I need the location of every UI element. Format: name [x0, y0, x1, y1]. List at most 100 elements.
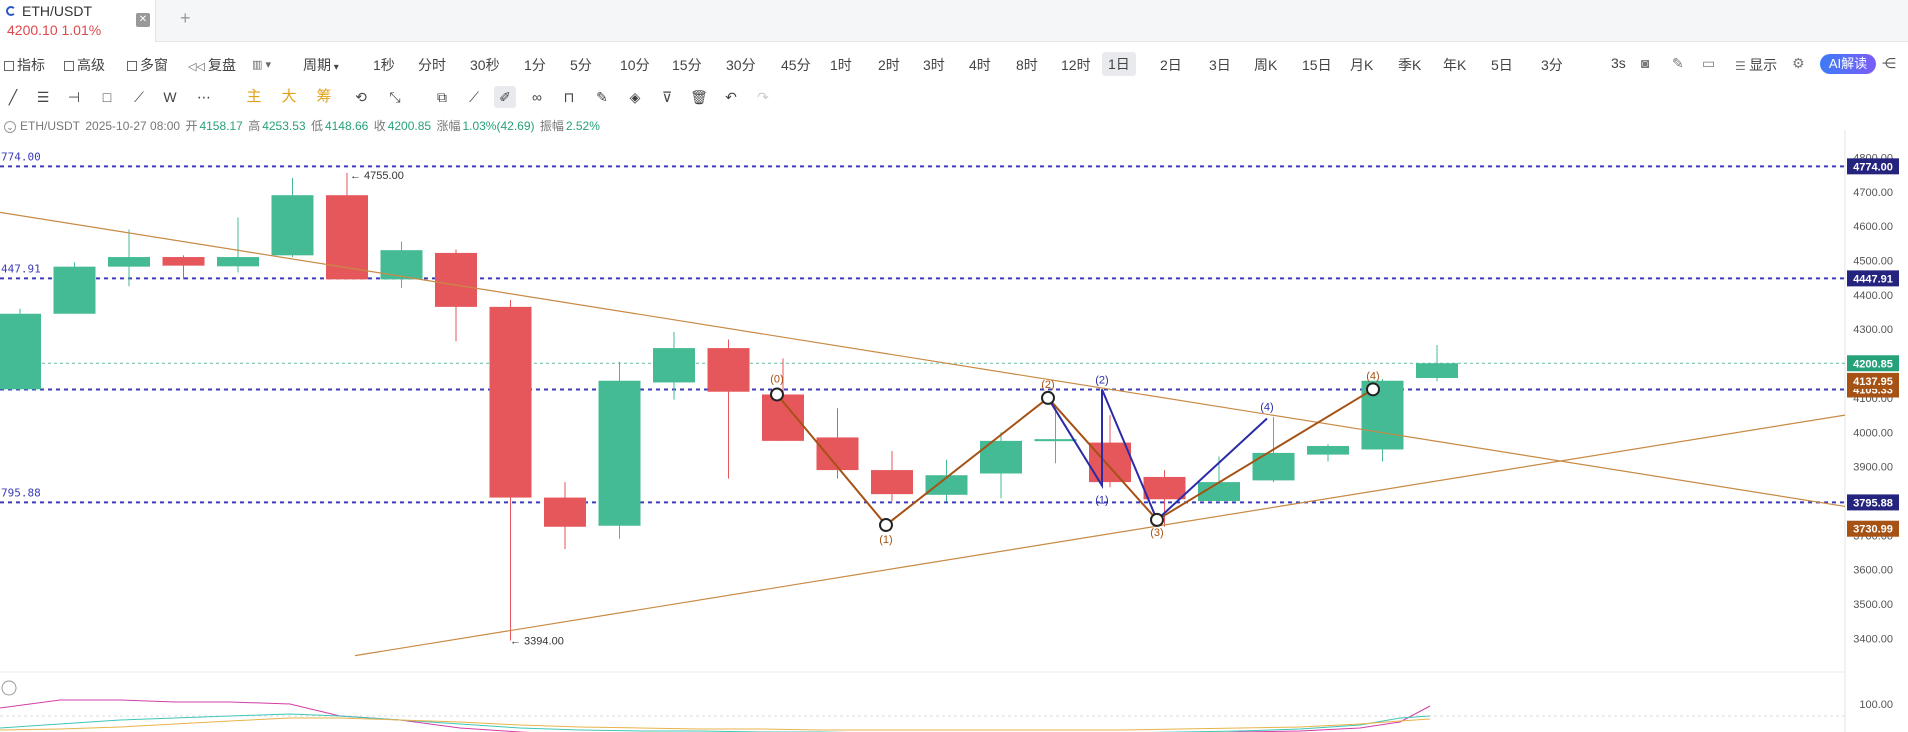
hline-tag-bg-1: [1847, 270, 1899, 287]
layers-icon[interactable]: ◈: [629, 89, 641, 105]
timeframe-1[interactable]: 分时: [418, 57, 446, 73]
candle-body-24: [1307, 446, 1349, 455]
draw-mode-icon[interactable]: ✐: [494, 86, 516, 108]
ai-interpret-button[interactable]: AI解读: [1820, 54, 1876, 74]
period-dropdown[interactable]: 周期 ▾: [303, 57, 339, 73]
pen-icon[interactable]: ✎: [1672, 55, 1684, 71]
measure-icon[interactable]: ⤡: [389, 89, 401, 105]
candles: [0, 172, 1458, 641]
magnet-icon[interactable]: ⟲: [355, 89, 367, 105]
copy-icon[interactable]: ⧉: [437, 89, 447, 105]
link-icon[interactable]: ∞: [532, 89, 542, 105]
price-chart[interactable]: 3400.003500.003600.003700.003800.003900.…: [0, 95, 1908, 732]
candle-body-4: [217, 257, 259, 267]
replay-button[interactable]: ◁◁ 复盘: [188, 57, 236, 73]
high-annotation: ← 4755.00: [350, 170, 404, 182]
y-tick-12: 4600.00: [1853, 221, 1893, 233]
ruler-icon[interactable]: ⟋: [469, 89, 479, 105]
tab-logo-icon: [6, 6, 16, 16]
timeframe-24[interactable]: 3分: [1541, 57, 1563, 73]
candle-body-17: [925, 475, 968, 495]
camera-icon[interactable]: ◙: [1641, 55, 1650, 71]
indicators-button[interactable]: 指标: [4, 55, 45, 75]
candle-body-9: [489, 306, 532, 498]
edit-list-icon[interactable]: ✎: [596, 89, 608, 105]
display-button[interactable]: ☰ 显示: [1735, 57, 1778, 73]
trash-icon[interactable]: 🗑: [690, 89, 708, 105]
multi-window-button[interactable]: 多窗: [127, 55, 168, 75]
rectangle-icon[interactable]: □: [102, 89, 112, 105]
redo-icon[interactable]: ↷: [757, 89, 769, 105]
advanced-icon: [64, 61, 74, 71]
candle-body-13: [707, 348, 750, 392]
close-label: 收: [373, 119, 386, 133]
chart-type-button[interactable]: ▥ ▾: [252, 55, 271, 71]
timeframe-0[interactable]: 1秒: [373, 57, 395, 73]
tab-eth-usdt[interactable]: ETH/USDT 4200.10 1.01% ✕: [0, 0, 156, 42]
timeframe-5[interactable]: 10分: [620, 57, 650, 73]
timeframe-7[interactable]: 30分: [726, 57, 756, 73]
close-icon[interactable]: ✕: [136, 13, 150, 27]
y-axis: 3400.003500.003600.003700.003800.003900.…: [1844, 130, 1893, 732]
timeframe-17[interactable]: 3日: [1209, 57, 1231, 73]
candle-body-12: [653, 348, 695, 383]
timeframe-15[interactable]: 1日: [1102, 52, 1136, 76]
layout-icon[interactable]: ▭: [1702, 55, 1716, 71]
candle-body-0: [0, 313, 41, 390]
replay-icon: ◁◁: [188, 61, 208, 73]
refresh-interval[interactable]: 3s: [1611, 55, 1626, 71]
descending-trendline: [0, 211, 1846, 508]
advanced-button[interactable]: 高级: [64, 55, 105, 75]
candle-body-11: [598, 380, 641, 526]
timeframe-18[interactable]: 周K: [1254, 57, 1278, 73]
settings-icon[interactable]: ⚙: [1792, 55, 1805, 71]
candle-body-5: [271, 195, 314, 256]
timeframe-12[interactable]: 4时: [969, 57, 991, 73]
brush-icon[interactable]: ⟋: [134, 89, 144, 105]
timeframe-9[interactable]: 1时: [830, 57, 852, 73]
sub-wave-label-2: (4): [1260, 402, 1273, 414]
lock-icon[interactable]: ⊓: [563, 89, 575, 105]
timeframe-10[interactable]: 2时: [878, 57, 900, 73]
share-icon[interactable]: ⋲: [1882, 55, 1896, 71]
annotations: ← 4755.00 ← 3394.00 (0) (1) (2) (3) (4) (1) (2) (…: [350, 170, 1380, 648]
filter-icon[interactable]: ⊽: [661, 89, 673, 105]
wave-tool[interactable]: W: [163, 89, 177, 105]
timeframe-8[interactable]: 45分: [781, 57, 811, 73]
price-tag-bg-0: [1847, 355, 1899, 372]
timeframe-4[interactable]: 5分: [570, 57, 592, 73]
candle-body-2: [108, 257, 150, 267]
candle-body-7: [380, 250, 423, 280]
parallel-lines-icon[interactable]: ☰: [36, 89, 50, 105]
timeframe-20[interactable]: 月K: [1350, 57, 1374, 73]
timeframe-14[interactable]: 12时: [1061, 57, 1091, 73]
horizontal-ray-icon[interactable]: ⊣: [67, 89, 81, 105]
expand-indicator-icon[interactable]: [1, 680, 17, 696]
hline-tag-1: 4447.91: [1853, 273, 1893, 285]
timeframe-19[interactable]: 15日: [1302, 57, 1332, 73]
timeframe-6[interactable]: 15分: [672, 57, 702, 73]
plus-icon[interactable]: +: [180, 8, 191, 28]
main-tool[interactable]: 主: [246, 88, 262, 105]
undo-icon[interactable]: ↶: [725, 89, 737, 105]
collapse-icon[interactable]: ⌄: [4, 121, 16, 133]
price-tag-0: 4200.85: [1853, 358, 1893, 370]
chips-tool[interactable]: 筹: [316, 88, 332, 105]
y-tick-5: 3900.00: [1853, 462, 1893, 474]
timeframe-3[interactable]: 1分: [524, 57, 546, 73]
timeframe-23[interactable]: 5日: [1491, 57, 1513, 73]
candle-body-6: [326, 195, 368, 280]
timeframe-21[interactable]: 季K: [1398, 57, 1422, 73]
timeframe-13[interactable]: 8时: [1016, 57, 1038, 73]
tab-price: 4200.10 1.01%: [7, 22, 102, 38]
toolbar-main: 指标 高级 多窗 ◁◁ 复盘 ▥ ▾ 周期 ▾ 1秒 分时 30秒 1分 5分 10分 15…: [0, 50, 1908, 78]
trendline-icon[interactable]: ╱: [8, 89, 18, 105]
timeframe-22[interactable]: 年K: [1443, 57, 1467, 73]
timeframe-16[interactable]: 2日: [1160, 57, 1182, 73]
candle-body-1: [53, 266, 96, 314]
timeframe-11[interactable]: 3时: [923, 57, 945, 73]
timeframe-2[interactable]: 30秒: [470, 57, 500, 73]
candle-body-22: [1198, 482, 1240, 501]
more-tools-icon[interactable]: ⋯: [197, 89, 211, 105]
big-tool[interactable]: 大: [281, 88, 297, 105]
